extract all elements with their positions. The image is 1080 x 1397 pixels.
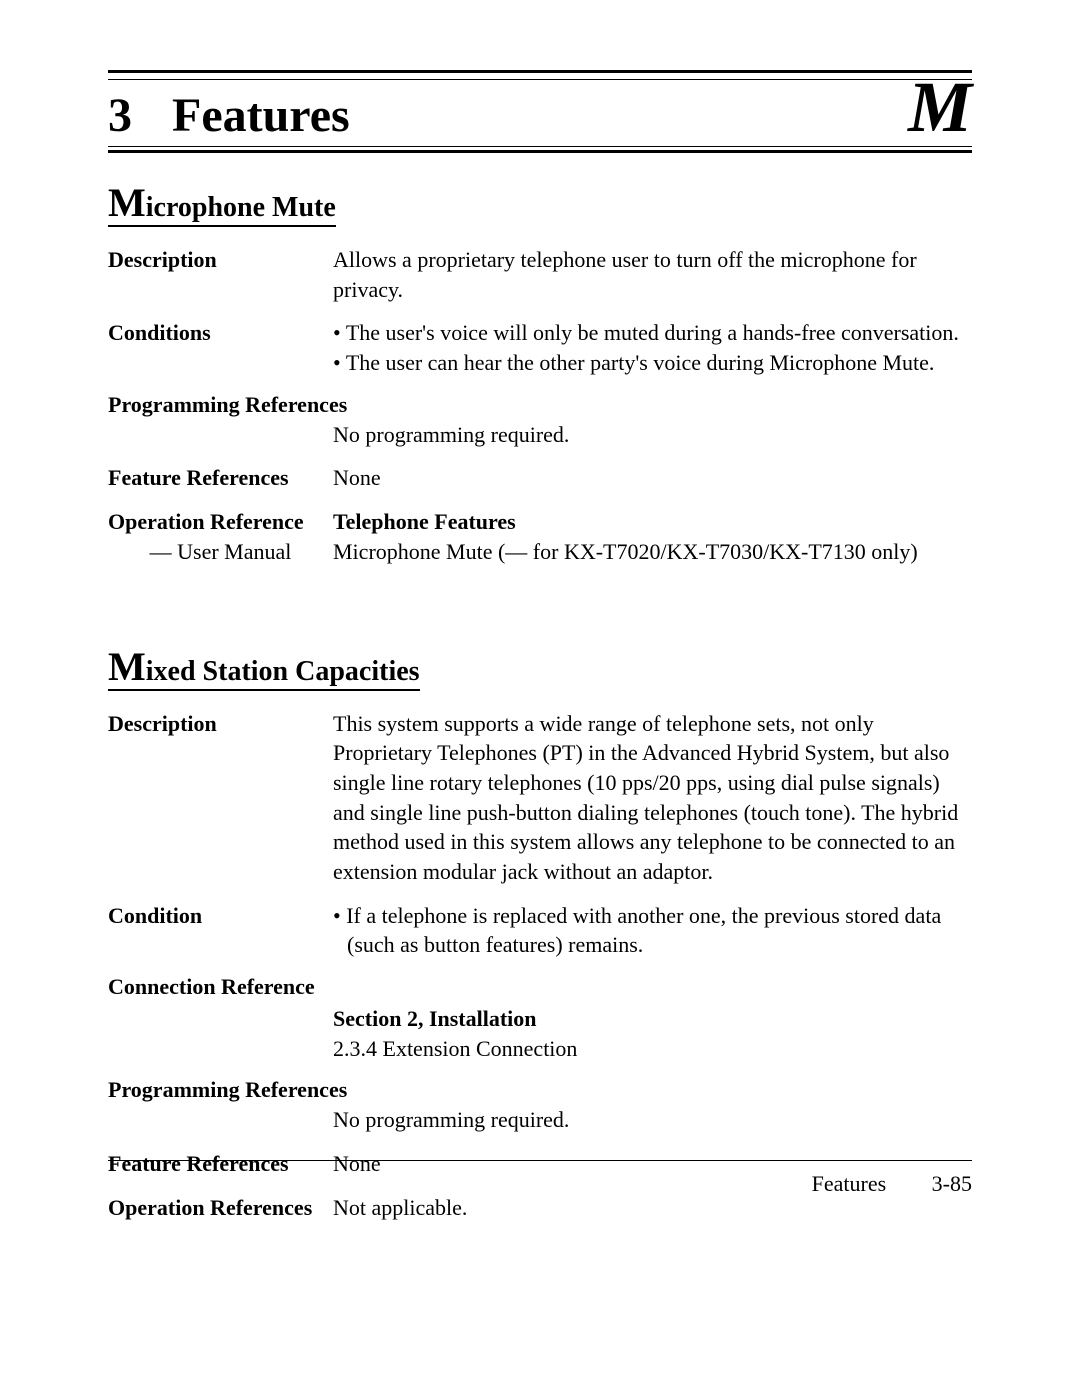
- row-operation-references: Operation References Not applicable.: [108, 1193, 972, 1223]
- chapter-index-letter: M: [908, 75, 972, 140]
- bullet: The user's voice will only be muted duri…: [333, 318, 972, 348]
- label: Description: [108, 709, 333, 887]
- section-microphone-mute: Microphone Mute Description Allows a pro…: [108, 183, 972, 567]
- footer-page-number: 3-85: [932, 1171, 972, 1196]
- section-title-cap: M: [108, 644, 146, 689]
- section-title-cap: M: [108, 180, 146, 225]
- value: Allows a proprietary telephone user to t…: [333, 245, 972, 304]
- value: Not applicable.: [333, 1193, 972, 1223]
- value: No programming required.: [333, 1105, 972, 1135]
- value: Telephone Features Microphone Mute (— fo…: [333, 507, 972, 566]
- page: 3 Features M Microphone Mute Description…: [0, 0, 1080, 1397]
- row-programming-references: Programming References No programming re…: [108, 392, 972, 450]
- label: Programming References: [108, 392, 972, 418]
- row-programming-references: Programming References No programming re…: [108, 1077, 972, 1135]
- page-footer: Features 3-85: [108, 1160, 972, 1197]
- label-text: Operation Reference: [108, 509, 304, 534]
- row-condition: Condition If a telephone is replaced wit…: [108, 901, 972, 960]
- footer-section: Features: [812, 1171, 887, 1196]
- row-feature-references: Feature References None: [108, 463, 972, 493]
- chapter-header: 3 Features M: [108, 70, 972, 153]
- label-sub: — User Manual: [108, 537, 333, 567]
- value: None: [333, 463, 972, 493]
- section-mixed-station-capacities: Mixed Station Capacities Description Thi…: [108, 647, 972, 1223]
- row-operation-reference: Operation Reference — User Manual Teleph…: [108, 507, 972, 566]
- value: This system supports a wide range of tel…: [333, 709, 972, 887]
- section-title-rest: icrophone Mute: [146, 192, 336, 223]
- section-title-rest: ixed Station Capacities: [146, 656, 420, 687]
- value-text: 2.3.4 Extension Connection: [333, 1034, 972, 1064]
- chapter-title: Features: [172, 92, 908, 140]
- label: Programming References: [108, 1077, 972, 1103]
- bullet: The user can hear the other party's voic…: [333, 348, 972, 378]
- row-conditions: Conditions The user's voice will only be…: [108, 318, 972, 377]
- bullet: If a telephone is replaced with another …: [333, 901, 972, 960]
- section-title: Microphone Mute: [108, 183, 336, 227]
- value: If a telephone is replaced with another …: [333, 901, 972, 960]
- chapter-number: 3: [108, 92, 132, 140]
- label: Conditions: [108, 318, 333, 377]
- label: Connection Reference: [108, 974, 972, 1000]
- row-connection-reference: Connection Reference Section 2, Installa…: [108, 974, 972, 1063]
- label: Operation Reference — User Manual: [108, 507, 333, 566]
- value-heading: Telephone Features: [333, 507, 972, 537]
- label: Description: [108, 245, 333, 304]
- row-description: Description Allows a proprietary telepho…: [108, 245, 972, 304]
- value: The user's voice will only be muted duri…: [333, 318, 972, 377]
- label: Condition: [108, 901, 333, 960]
- label: Operation References: [108, 1193, 333, 1223]
- value: Section 2, Installation 2.3.4 Extension …: [333, 1004, 972, 1063]
- value-text: Microphone Mute (— for KX-T7020/KX-T7030…: [333, 537, 972, 567]
- label: Feature References: [108, 463, 333, 493]
- value-heading: Section 2, Installation: [333, 1004, 972, 1034]
- value: No programming required.: [333, 420, 972, 450]
- row-description: Description This system supports a wide …: [108, 709, 972, 887]
- section-title: Mixed Station Capacities: [108, 647, 420, 691]
